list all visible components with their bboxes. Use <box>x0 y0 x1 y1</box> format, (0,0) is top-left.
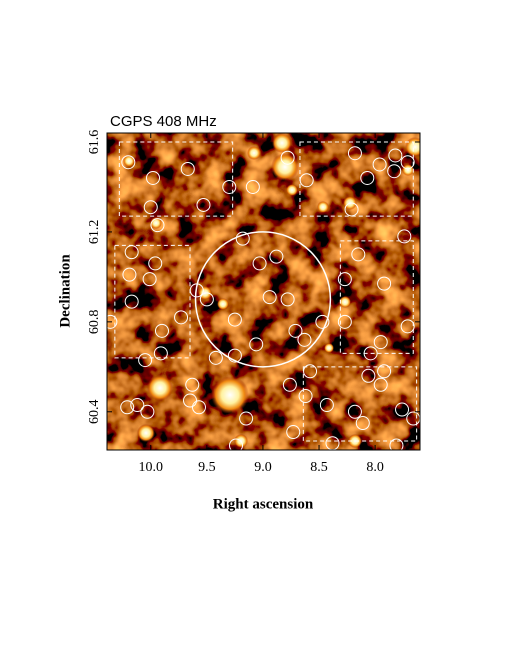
field-circle <box>194 231 332 368</box>
source-marker <box>299 173 314 188</box>
source-marker <box>298 389 313 404</box>
chart-title: CGPS 408 MHz <box>110 113 217 130</box>
source-marker <box>148 256 163 271</box>
x-tick-label: 8.5 <box>310 460 328 475</box>
source-marker <box>361 368 376 383</box>
source-marker <box>347 146 362 161</box>
source-marker <box>363 346 378 361</box>
source-marker <box>347 404 362 419</box>
source-marker <box>222 179 237 194</box>
source-marker <box>239 411 254 426</box>
source-marker <box>372 157 387 172</box>
source-marker <box>180 161 195 176</box>
y-tick-label: 61.6 <box>87 130 102 155</box>
source-marker <box>138 353 153 368</box>
source-marker <box>373 335 388 350</box>
source-marker <box>252 256 267 271</box>
x-tick-label: 8.0 <box>366 460 384 475</box>
x-tick-label: 10.0 <box>139 460 164 475</box>
source-marker <box>145 170 160 185</box>
source-marker <box>245 179 260 194</box>
source-marker <box>199 292 214 307</box>
x-axis-title: Right ascension <box>213 496 314 512</box>
region-box <box>339 240 414 354</box>
source-marker <box>191 400 206 415</box>
overlay <box>107 141 420 450</box>
plot-frame <box>106 132 421 451</box>
source-marker <box>319 398 334 413</box>
y-tick-label: 60.4 <box>87 400 102 425</box>
source-marker <box>389 438 404 450</box>
source-marker <box>150 218 165 233</box>
source-marker <box>262 290 277 305</box>
source-marker <box>377 276 392 291</box>
source-marker <box>183 393 198 408</box>
source-marker <box>153 346 168 361</box>
source-marker <box>107 314 118 329</box>
source-marker <box>229 438 244 450</box>
source-marker <box>121 155 136 170</box>
source-marker <box>174 310 189 325</box>
source-marker <box>269 249 284 264</box>
source-marker <box>388 148 403 163</box>
source-marker <box>303 364 318 379</box>
source-marker <box>351 247 366 262</box>
source-marker <box>249 337 264 352</box>
source-marker <box>297 332 312 347</box>
source-marker <box>280 292 295 307</box>
source-marker <box>337 314 352 329</box>
source-marker <box>142 272 157 287</box>
source-marker <box>397 229 412 244</box>
source-marker <box>227 312 242 327</box>
source-marker <box>280 150 295 165</box>
x-tick-label: 9.0 <box>254 460 272 475</box>
source-marker <box>124 294 139 309</box>
source-marker <box>140 404 155 419</box>
source-marker <box>208 350 223 365</box>
y-axis-title: Declination <box>57 254 73 328</box>
source-marker <box>400 155 415 170</box>
source-marker <box>400 319 415 334</box>
y-tick-label: 60.8 <box>87 310 102 335</box>
y-tick-label: 61.2 <box>87 220 102 245</box>
source-marker <box>130 398 145 413</box>
source-marker <box>122 267 137 282</box>
source-marker <box>286 425 301 440</box>
region-box <box>302 366 418 442</box>
source-marker <box>395 402 410 417</box>
source-marker <box>387 164 402 179</box>
region-box <box>114 244 191 359</box>
source-marker <box>185 377 200 392</box>
source-marker <box>196 197 211 212</box>
source-marker <box>288 323 303 338</box>
source-marker <box>154 323 169 338</box>
source-marker <box>315 314 330 329</box>
source-marker <box>143 200 158 215</box>
sky-image <box>107 133 420 450</box>
source-marker <box>355 416 370 431</box>
source-marker <box>344 202 359 217</box>
source-marker <box>227 348 242 363</box>
source-marker <box>360 170 375 185</box>
source-marker <box>377 364 392 379</box>
source-marker <box>282 377 297 392</box>
source-marker <box>373 377 388 392</box>
source-marker <box>235 231 250 246</box>
source-marker <box>337 272 352 287</box>
source-marker <box>124 245 139 260</box>
source-marker <box>120 400 135 415</box>
x-tick-label: 9.5 <box>198 460 216 475</box>
region-box <box>118 141 234 217</box>
